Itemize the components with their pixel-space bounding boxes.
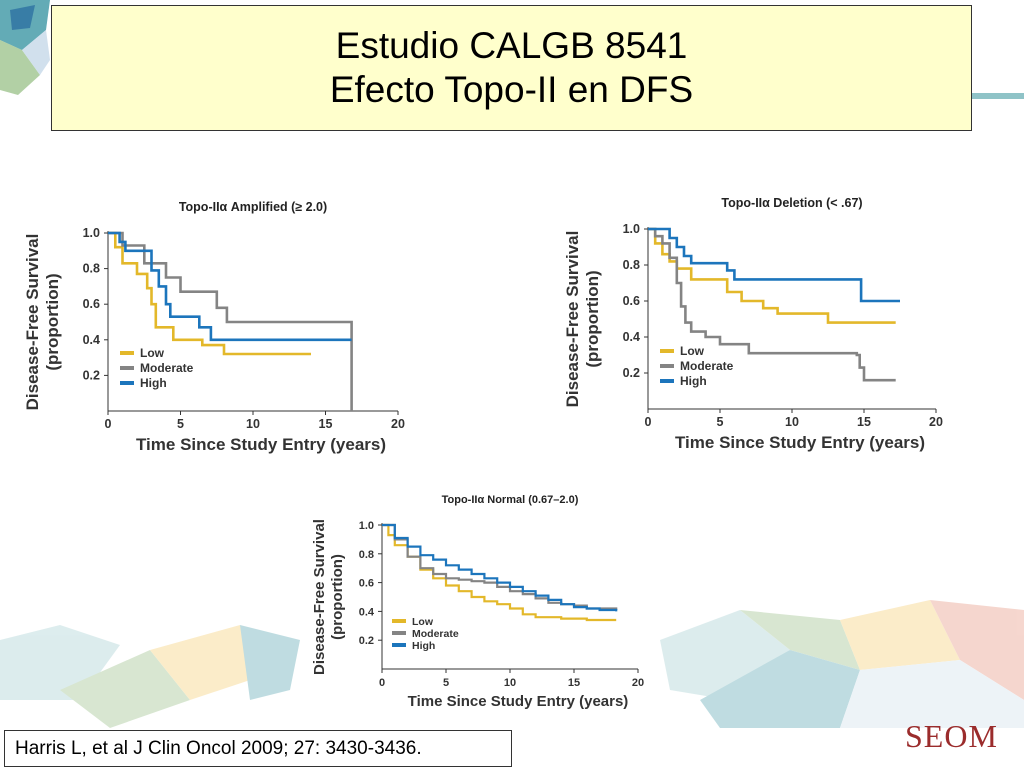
x-tick-label: 20 xyxy=(632,677,644,689)
y-axis-label-unit: (proportion) xyxy=(329,554,346,640)
series-line-high xyxy=(648,227,900,303)
bottom-mosaic-decoration xyxy=(0,600,1024,728)
title-box: Estudio CALGB 8541 Efecto Topo-II en DFS xyxy=(51,5,972,131)
series-line-moderate xyxy=(382,523,618,610)
y-tick-label: 0.6 xyxy=(359,578,374,590)
chart-deletion: Topo-IIα Deletion (< .67) 1.0 0.8 0.6 0.4 0.2… xyxy=(563,196,943,452)
y-axis-label-unit: (proportion) xyxy=(43,273,62,370)
x-axis-label: Time Since Study Entry (years) xyxy=(136,435,386,454)
y-tick-label: 0.4 xyxy=(623,330,640,344)
x-tick-label: 20 xyxy=(391,417,405,431)
y-tick-label: 0.8 xyxy=(359,549,374,561)
y-tick-label: 0.2 xyxy=(83,368,100,382)
x-tick-label: 20 xyxy=(929,415,943,429)
y-tick-label: 1.0 xyxy=(83,226,100,240)
slide-title-line2: Efecto Topo-II en DFS xyxy=(329,69,694,110)
y-tick-label: 0.8 xyxy=(83,262,100,276)
series-line-high xyxy=(382,523,618,612)
y-tick-label: 0.2 xyxy=(623,366,640,380)
x-tick-label: 0 xyxy=(645,415,652,429)
legend-label-low: Low xyxy=(140,346,165,360)
y-tick-label: 1.0 xyxy=(623,222,640,236)
x-tick-label: 5 xyxy=(717,415,724,429)
y-tick-label: 0.4 xyxy=(83,333,100,347)
legend-label-low: Low xyxy=(680,344,705,358)
x-tick-label: 0 xyxy=(379,677,385,689)
legend-label-moderate: Moderate xyxy=(412,628,459,640)
series-line-moderate xyxy=(648,227,896,382)
chart-title: Topo-IIα Amplified (≥ 2.0) xyxy=(179,200,327,214)
top-stripe xyxy=(972,93,1024,99)
x-tick-label: 15 xyxy=(568,677,580,689)
legend-label-moderate: Moderate xyxy=(140,361,194,375)
chart-normal: Topo-IIα Normal (0.67–2.0) 1.0 0.8 0.6 0.4 0.… xyxy=(311,494,644,710)
legend-label-high: High xyxy=(412,640,435,652)
x-tick-label: 10 xyxy=(246,417,260,431)
chart-amplified: Topo-IIα Amplified (≥ 2.0) 1.0 0.8 0.6 0.4 0.… xyxy=(23,200,405,454)
y-tick-label: 0.6 xyxy=(623,294,640,308)
series-line-high xyxy=(108,231,352,342)
x-tick-label: 5 xyxy=(443,677,449,689)
chart-title: Topo-IIα Normal (0.67–2.0) xyxy=(442,494,579,506)
chart-title: Topo-IIα Deletion (< .67) xyxy=(721,196,862,210)
y-axis-label: Disease-Free Survival xyxy=(23,234,42,411)
y-axis-label: Disease-Free Survival xyxy=(563,231,582,408)
series-line-low xyxy=(648,227,896,324)
series-line-low xyxy=(108,231,311,356)
y-tick-label: 0.4 xyxy=(359,606,375,618)
slide-title-line1: Estudio CALGB 8541 xyxy=(335,25,688,66)
legend-label-high: High xyxy=(680,374,707,388)
x-tick-label: 10 xyxy=(504,677,516,689)
y-axis-label-unit: (proportion) xyxy=(583,270,602,367)
y-axis-label: Disease-Free Survival xyxy=(311,519,328,675)
seom-logo: SEOM xyxy=(905,718,998,754)
citation-box: Harris L, et al J Clin Oncol 2009; 27: 3… xyxy=(4,730,512,767)
citation-text: Harris L, et al J Clin Oncol 2009; 27: 3… xyxy=(15,737,422,759)
top-left-mosaic-decoration xyxy=(0,0,50,95)
legend-label-high: High xyxy=(140,376,167,390)
y-tick-label: 0.2 xyxy=(359,635,374,647)
x-tick-label: 0 xyxy=(105,417,112,431)
x-tick-label: 10 xyxy=(785,415,799,429)
series-line-moderate xyxy=(108,231,353,411)
x-axis-label: Time Since Study Entry (years) xyxy=(408,693,629,710)
y-tick-label: 0.6 xyxy=(83,297,100,311)
x-tick-label: 15 xyxy=(857,415,871,429)
x-tick-label: 5 xyxy=(177,417,184,431)
y-tick-label: 1.0 xyxy=(359,520,374,532)
legend-label-moderate: Moderate xyxy=(680,359,734,373)
x-axis-label: Time Since Study Entry (years) xyxy=(675,433,925,452)
y-tick-label: 0.8 xyxy=(623,258,640,272)
x-tick-label: 15 xyxy=(319,417,333,431)
legend-label-low: Low xyxy=(412,616,434,628)
